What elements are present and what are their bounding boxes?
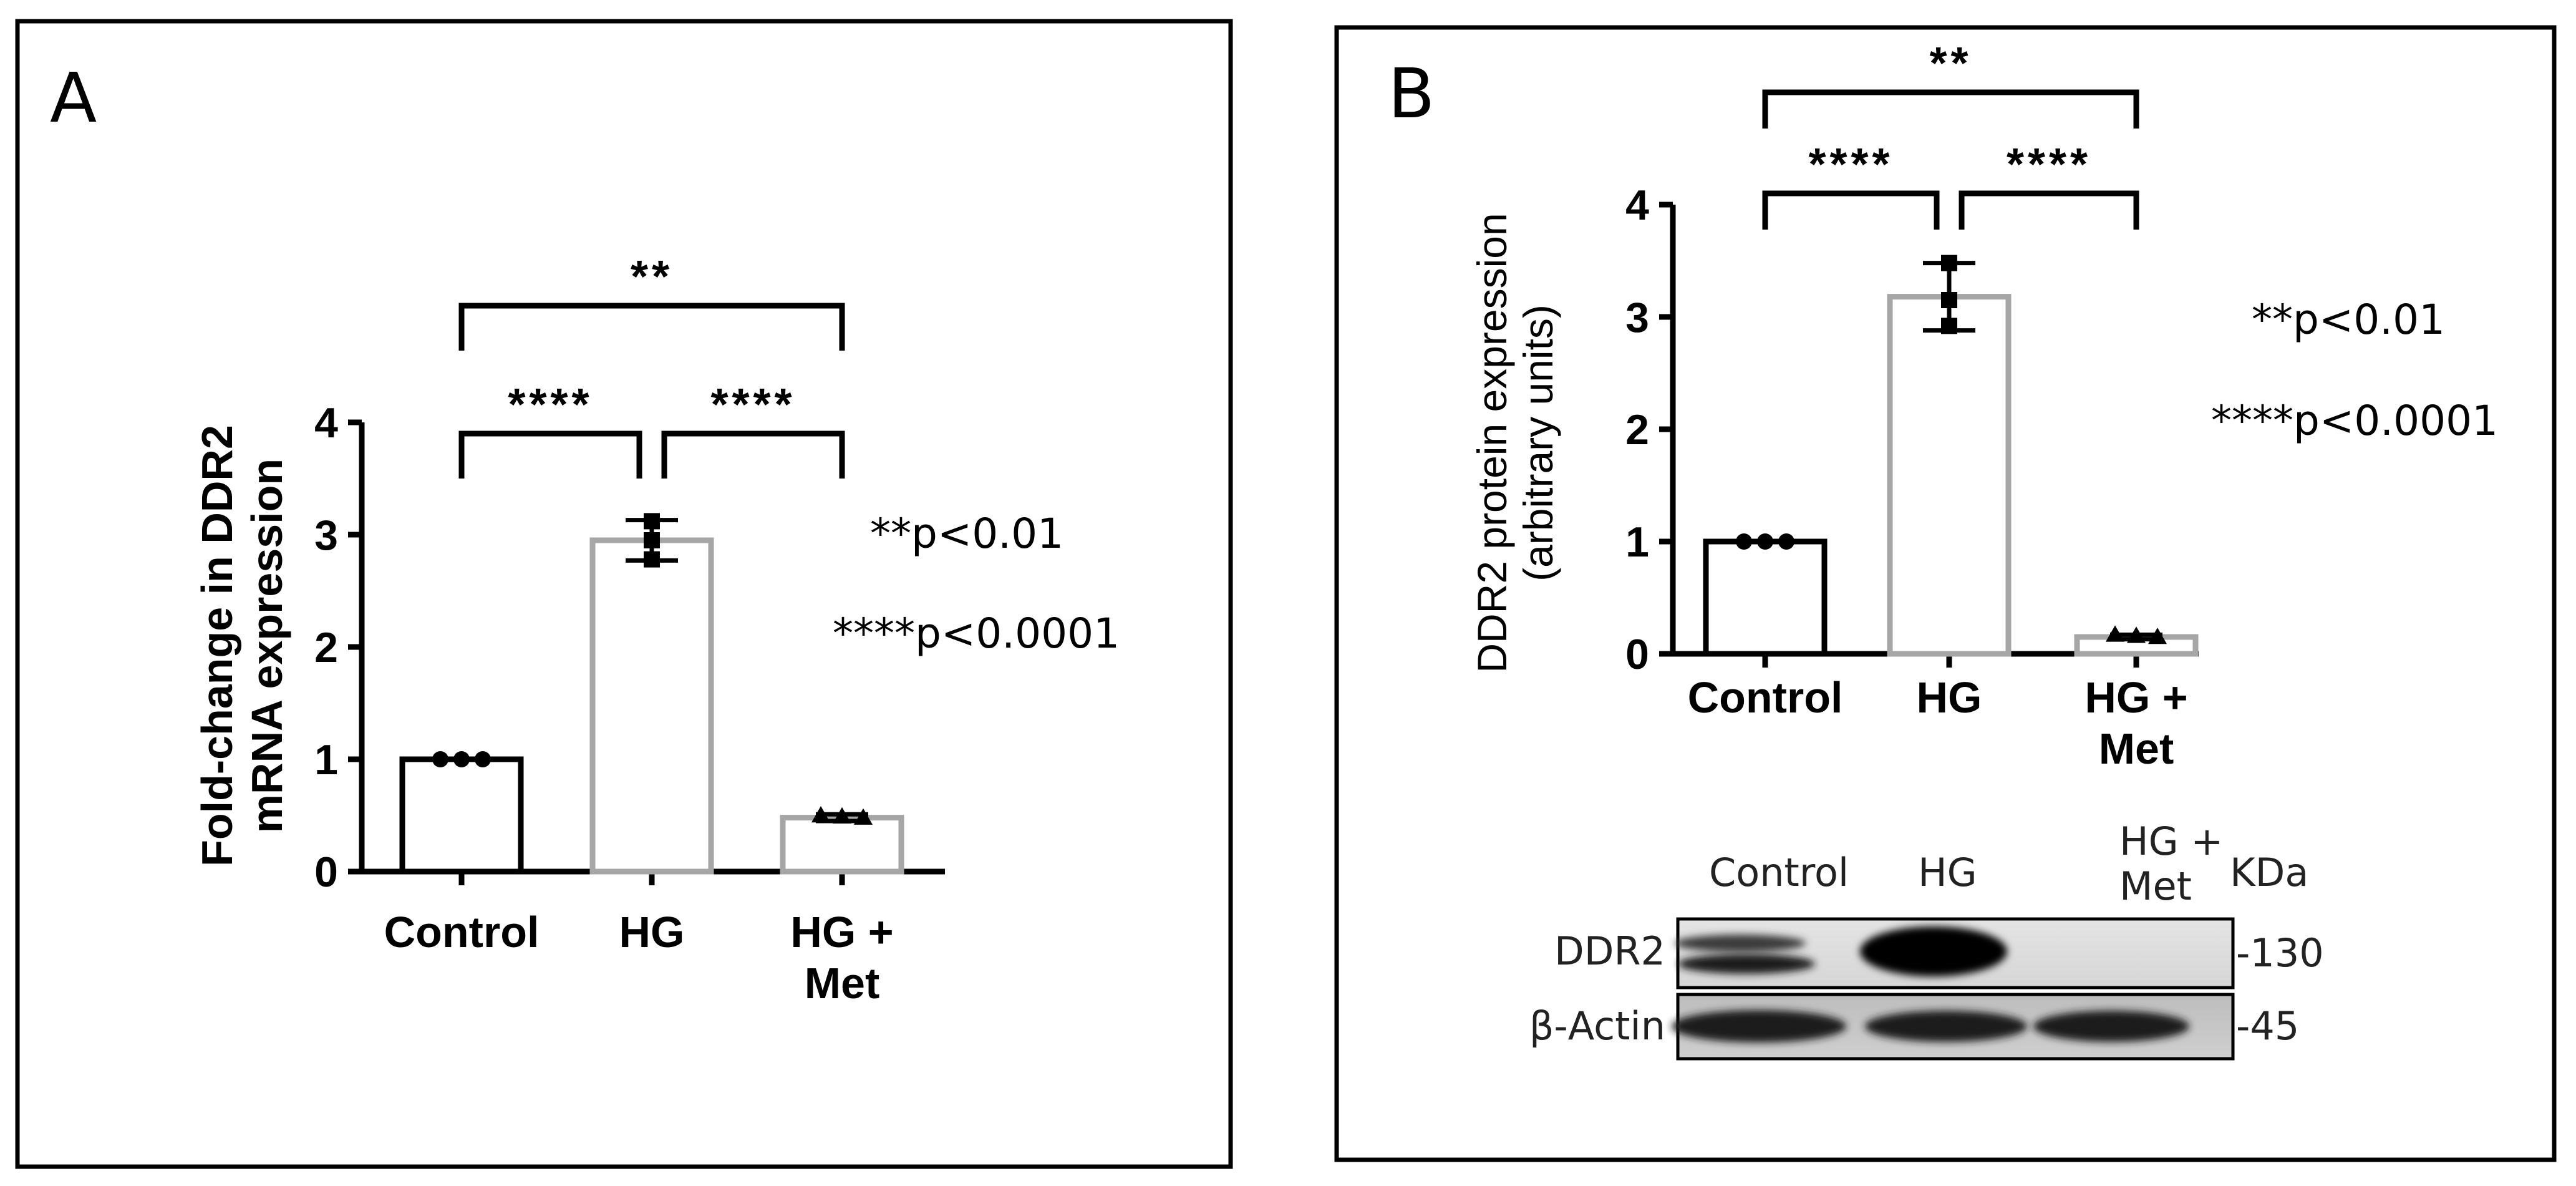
chart-b-y-axis-label-line: (arbitrary units) [1515, 304, 1561, 581]
chart-b-bar-1 [1887, 294, 2012, 657]
blot-lane-label-hg-met-line-2: Met [2119, 863, 2192, 909]
chart-b-point-1-2 [1941, 318, 1957, 334]
blot-row-label-ddr2: DDR2 [1554, 928, 1665, 974]
chart-a-point-1-2 [644, 551, 660, 568]
chart-b-point-0-1 [1757, 533, 1773, 550]
chart-a-category-label-1: HG [619, 908, 685, 956]
ddr2-band-control-lower [1678, 954, 1815, 974]
blot-lane-label-hg: HG [1918, 850, 1977, 895]
chart-b-y-tick-label: 2 [1625, 406, 1649, 454]
chart-b-category-label-2: HG + [2085, 673, 2187, 722]
chart-a: 0 1 2 3 4 Control HG HG +Met Fold-change in DDR2… [193, 252, 945, 1008]
ddr2-band-control-upper [1675, 935, 1806, 952]
blot-bands-ddr2 [1675, 926, 2007, 976]
chart-b-y-axis-label: DDR2 protein expression(arbitrary units) [1469, 213, 1561, 673]
chart-a-bar-2 [780, 815, 904, 875]
western-blot: Control HG HG + Met KDa DDR2 -130 β-Acti… [1529, 819, 2324, 1061]
ddr2-band-hg [1860, 926, 2007, 976]
chart-a-note-1: **p<0.01 [870, 510, 1063, 558]
blot-marker-ddr2: -130 [2236, 930, 2324, 976]
chart-a-category-label-0: Control [384, 908, 540, 956]
chart-b-category-label-2: Met [2099, 724, 2174, 773]
chart-b-point-1-0 [1941, 255, 1957, 271]
chart-a-note-2: ****p<0.0001 [833, 610, 1120, 658]
chart-a-y-tick-label: 3 [314, 512, 338, 559]
chart-a-notes: **p<0.01 ****p<0.0001 [833, 510, 1120, 658]
chart-b-y-tick-label: 1 [1625, 518, 1649, 566]
chart-a-category-label-2: Met [805, 959, 880, 1008]
chart-b-y-tick-label: 0 [1625, 631, 1649, 678]
actin-band-hg-met [2033, 1011, 2189, 1042]
panel-b-letter: B [1388, 54, 1435, 134]
chart-a-y-axis-label-line: Fold-change in DDR2 [193, 425, 241, 867]
chart-b-notes: **p<0.01 ****p<0.0001 [2211, 296, 2498, 445]
chart-a-point-1-0 [644, 513, 660, 530]
chart-a-sig-label-1: **** [710, 380, 795, 430]
chart-b-sig-label-2: ** [1929, 39, 1972, 89]
chart-a-y-tick-label: 2 [314, 624, 338, 671]
chart-b-point-1-1 [1941, 292, 1957, 308]
chart-a-y-axis-label-line: mRNA expression [243, 459, 291, 833]
chart-b-sig-bracket-2 [1762, 89, 2139, 129]
chart-b-sig-bracket-0 [1762, 190, 1940, 230]
chart-b-y-tick-label: 4 [1625, 182, 1649, 229]
blot-bands-actin [1672, 1010, 2189, 1043]
chart-a-point-1-1 [644, 532, 660, 548]
chart-a-sig-bracket-0 [458, 430, 642, 479]
chart-b-note-1: **p<0.01 [2252, 296, 2445, 344]
chart-a-y-tick-label: 1 [314, 736, 338, 784]
chart-a-point-0-1 [453, 751, 470, 767]
chart-a-y-tick-label: 0 [314, 848, 338, 896]
chart-b-sig-label-0: **** [1808, 140, 1893, 190]
chart-a-sig-bracket-2 [458, 303, 845, 351]
chart-a-category-label-2: HG + [790, 908, 893, 956]
chart-a-sig-bracket-1 [661, 430, 845, 479]
chart-a-y-axis-label: Fold-change in DDR2mRNA expression [193, 425, 291, 867]
blot-lane-label-control: Control [1709, 850, 1849, 895]
chart-b-y-axis-label-line: DDR2 protein expression [1469, 213, 1515, 673]
blot-lane-label-hg-met: HG + Met [2119, 819, 2235, 909]
chart-a-sig-label-2: ** [631, 252, 673, 302]
chart-b-point-2-1 [2127, 626, 2146, 643]
chart-a-point-2-0 [811, 806, 830, 823]
chart-b-y-tick-label: 3 [1625, 294, 1649, 341]
chart-b-category-label-0: Control [1688, 673, 1843, 722]
actin-band-control [1672, 1010, 1846, 1043]
blot-unit-label: KDa [2230, 850, 2308, 895]
chart-b-point-0-2 [1778, 533, 1794, 550]
blot-lane-label-hg-met-line-1: HG + [2119, 819, 2223, 864]
chart-b-sig-bracket-1 [1959, 190, 2139, 230]
chart-a-y-tick-label: 4 [314, 399, 338, 447]
chart-b-point-2-2 [2148, 628, 2167, 644]
chart-b-sig-label-1: **** [2007, 140, 2091, 190]
chart-a-point-2-1 [833, 807, 851, 824]
chart-a-point-0-0 [432, 751, 448, 767]
chart-b-note-2: ****p<0.0001 [2211, 397, 2498, 445]
chart-b-category-label-1: HG [1917, 673, 1982, 722]
chart-a-bar-0 [399, 756, 524, 875]
chart-a-point-0-2 [475, 751, 491, 767]
chart-b-point-0-0 [1736, 533, 1752, 550]
chart-a-bar-1 [589, 537, 714, 875]
panel-a-letter: A [50, 58, 97, 138]
blot-marker-actin: -45 [2236, 1003, 2299, 1049]
chart-a-sig-label-0: **** [508, 380, 593, 430]
actin-band-hg [1865, 1011, 2027, 1042]
chart-b-bar-0 [1703, 538, 1828, 657]
chart-b: 0 1 2 3 4 Control HG HG +Met DDR2 protein expres… [1469, 39, 2199, 773]
chart-a-point-2-2 [854, 808, 873, 825]
blot-row-label-actin: β-Actin [1529, 1003, 1665, 1049]
chart-b-point-2-0 [2106, 625, 2124, 642]
